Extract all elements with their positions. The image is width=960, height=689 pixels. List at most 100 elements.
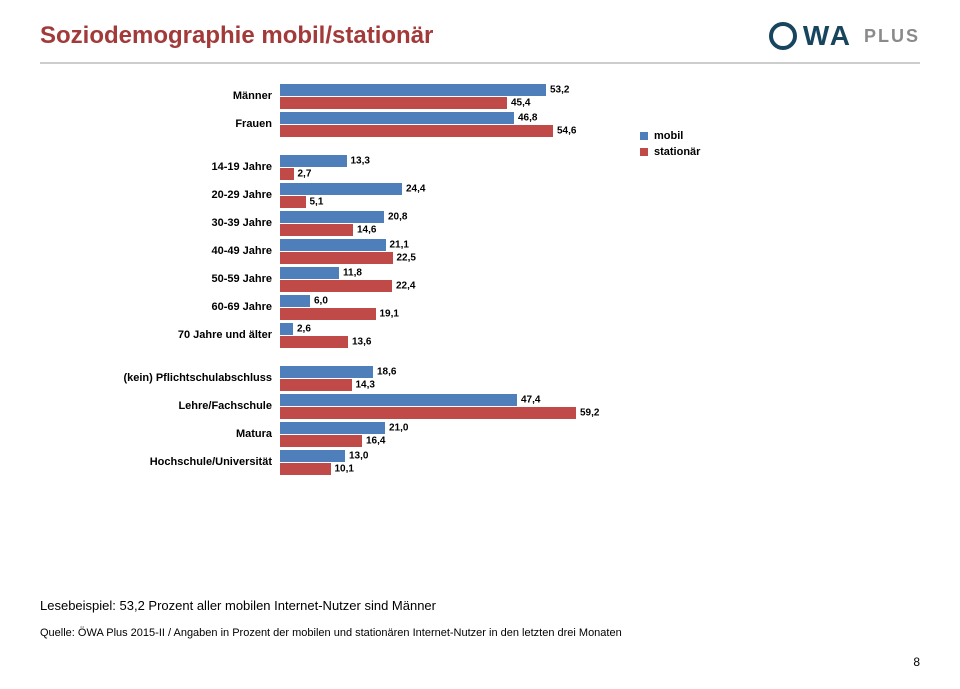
category-label: 14-19 Jahre [12, 161, 272, 173]
legend-swatch-stationar [640, 148, 648, 156]
bar-mobil: 24,4 [280, 183, 402, 195]
bar-group: Männer53,245,4 [280, 84, 960, 109]
bar-stationar: 14,6 [280, 224, 353, 236]
example-text: Lesebeispiel: 53,2 Prozent aller mobilen… [40, 598, 920, 613]
value-label-mobil: 13,0 [349, 451, 368, 462]
bar-row-stationar: 2,7 [280, 168, 960, 180]
bar-row-stationar: 10,1 [280, 463, 960, 475]
bar-mobil: 13,3 [280, 155, 347, 167]
value-label-stationar: 22,4 [396, 281, 415, 292]
bar-group: 30-39 Jahre20,814,6 [280, 211, 960, 236]
bar-stationar: 5,1 [280, 196, 306, 208]
bar-row-stationar: 54,6 [280, 125, 960, 137]
bar-row-stationar: 45,4 [280, 97, 960, 109]
bar-group: 70 Jahre und älter2,613,6 [280, 323, 960, 348]
bar-row-stationar: 14,3 [280, 379, 960, 391]
bar-group: (kein) Pflichtschulabschluss18,614,3 [280, 366, 960, 391]
value-label-stationar: 10,1 [335, 464, 354, 475]
bar-group: 14-19 Jahre13,32,7 [280, 155, 960, 180]
chart-container: Männer53,245,4Frauen46,854,614-19 Jahre1… [0, 84, 960, 475]
value-label-stationar: 14,6 [357, 225, 376, 236]
bar-group: Matura21,016,4 [280, 422, 960, 447]
value-label-stationar: 2,7 [298, 169, 312, 180]
category-label: 30-39 Jahre [12, 217, 272, 229]
bar-mobil: 21,1 [280, 239, 386, 251]
bar-row-stationar: 22,5 [280, 252, 960, 264]
bar-mobil: 46,8 [280, 112, 514, 124]
bar-row-mobil: 50-59 Jahre11,8 [280, 267, 960, 279]
logo-circle-icon [769, 22, 797, 50]
value-label-mobil: 53,2 [550, 85, 569, 96]
legend-swatch-mobil [640, 132, 648, 140]
bar-stationar: 59,2 [280, 407, 576, 419]
bar-row-mobil: 60-69 Jahre6,0 [280, 295, 960, 307]
bar-group: Hochschule/Universität13,010,1 [280, 450, 960, 475]
value-label-mobil: 13,3 [351, 156, 370, 167]
logo-plus: PLUS [864, 26, 920, 47]
value-label-stationar: 13,6 [352, 337, 371, 348]
bar-mobil: 47,4 [280, 394, 517, 406]
value-label-mobil: 2,6 [297, 324, 311, 335]
bar-row-mobil: 30-39 Jahre20,8 [280, 211, 960, 223]
category-label: Hochschule/Universität [12, 456, 272, 468]
bar-mobil: 53,2 [280, 84, 546, 96]
value-label-mobil: 11,8 [343, 268, 362, 279]
bar-row-mobil: 20-29 Jahre24,4 [280, 183, 960, 195]
bar-mobil: 2,6 [280, 323, 293, 335]
bar-row-stationar: 13,6 [280, 336, 960, 348]
value-label-mobil: 21,0 [389, 423, 408, 434]
value-label-stationar: 14,3 [356, 380, 375, 391]
value-label-stationar: 19,1 [380, 309, 399, 320]
bar-group: Frauen46,854,6 [280, 112, 960, 137]
bar-row-stationar: 19,1 [280, 308, 960, 320]
category-label: 40-49 Jahre [12, 245, 272, 257]
bar-stationar: 22,4 [280, 280, 392, 292]
bar-row-mobil: (kein) Pflichtschulabschluss18,6 [280, 366, 960, 378]
value-label-stationar: 5,1 [310, 197, 324, 208]
bar-row-mobil: Lehre/Fachschule47,4 [280, 394, 960, 406]
bar-stationar: 13,6 [280, 336, 348, 348]
value-label-mobil: 20,8 [388, 212, 407, 223]
value-label-stationar: 16,4 [366, 436, 385, 447]
category-label: 70 Jahre und älter [12, 329, 272, 341]
category-label: Matura [12, 428, 272, 440]
category-label: (kein) Pflichtschulabschluss [12, 372, 272, 384]
value-label-mobil: 18,6 [377, 367, 396, 378]
bar-row-stationar: 16,4 [280, 435, 960, 447]
bar-mobil: 20,8 [280, 211, 384, 223]
bar-stationar: 14,3 [280, 379, 352, 391]
legend: mobil stationär [640, 130, 700, 162]
value-label-mobil: 46,8 [518, 113, 537, 124]
legend-item-mobil: mobil [640, 130, 700, 142]
value-label-mobil: 24,4 [406, 184, 425, 195]
value-label-mobil: 47,4 [521, 395, 540, 406]
bar-row-mobil: 40-49 Jahre21,1 [280, 239, 960, 251]
bar-stationar: 19,1 [280, 308, 376, 320]
bar-row-mobil: Matura21,0 [280, 422, 960, 434]
chart-block: (kein) Pflichtschulabschluss18,614,3Lehr… [0, 366, 960, 475]
source-text: Quelle: ÖWA Plus 2015-II / Angaben in Pr… [40, 627, 920, 639]
chart-block: Männer53,245,4Frauen46,854,6 [0, 84, 960, 137]
divider [40, 62, 920, 64]
value-label-mobil: 21,1 [390, 240, 409, 251]
bar-group: 50-59 Jahre11,822,4 [280, 267, 960, 292]
logo: WA PLUS [769, 20, 920, 52]
legend-item-stationar: stationär [640, 146, 700, 158]
bar-stationar: 16,4 [280, 435, 362, 447]
page-title: Soziodemographie mobil/stationär [40, 22, 433, 50]
header: Soziodemographie mobil/stationär WA PLUS [0, 0, 960, 62]
category-label: Frauen [12, 118, 272, 130]
bar-stationar: 45,4 [280, 97, 507, 109]
legend-label-stationar: stationär [654, 146, 700, 158]
bar-group: Lehre/Fachschule47,459,2 [280, 394, 960, 419]
bar-mobil: 13,0 [280, 450, 345, 462]
bar-stationar: 22,5 [280, 252, 393, 264]
footer: Lesebeispiel: 53,2 Prozent aller mobilen… [40, 598, 920, 639]
bar-row-stationar: 5,1 [280, 196, 960, 208]
bar-row-mobil: Männer53,2 [280, 84, 960, 96]
value-label-stationar: 45,4 [511, 98, 530, 109]
bar-mobil: 18,6 [280, 366, 373, 378]
bar-row-stationar: 14,6 [280, 224, 960, 236]
bar-row-stationar: 59,2 [280, 407, 960, 419]
category-label: 20-29 Jahre [12, 189, 272, 201]
